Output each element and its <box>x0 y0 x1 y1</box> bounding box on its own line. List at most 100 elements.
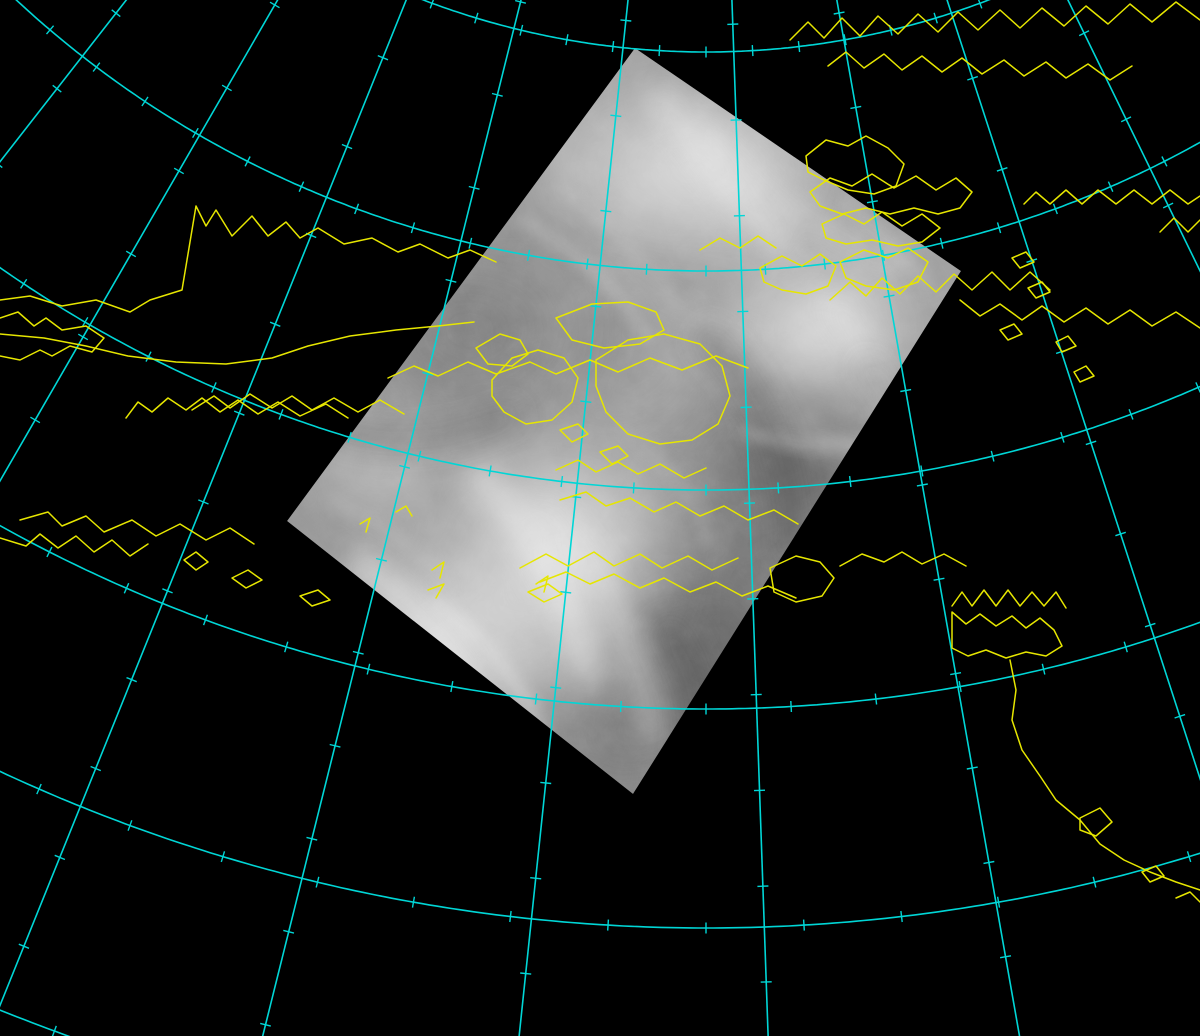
parallel-tick <box>410 222 416 234</box>
meridian-tick <box>1162 202 1174 209</box>
meridian-tick <box>18 943 30 949</box>
parallel-tick <box>46 546 53 558</box>
meridian-tick <box>560 591 572 594</box>
parallel-tick <box>220 851 226 863</box>
coast-mainland-inlet <box>555 459 707 479</box>
meridian-tick <box>580 400 592 403</box>
parallel-tick <box>1128 408 1134 420</box>
coast-inlet-chain <box>839 551 967 567</box>
parallel-tick <box>990 450 995 462</box>
coast-hudson-north <box>559 491 799 525</box>
coast-frag-f <box>359 517 371 533</box>
meridian-tick <box>515 0 527 4</box>
parallel-tick <box>278 408 284 420</box>
coast-alaska-north-slope <box>0 205 497 313</box>
meridian-tick <box>30 416 41 424</box>
parallel-tick <box>790 700 793 713</box>
meridian-tick <box>341 143 353 150</box>
parallel-tick <box>565 34 569 46</box>
coast-hudson-bay-arc <box>539 571 797 599</box>
meridian-tick <box>52 84 62 93</box>
meridian-tick <box>375 557 387 562</box>
coast-tiny-isl-h <box>999 323 1023 341</box>
meridian-tick <box>1078 30 1090 37</box>
coastline-vectors[interactable] <box>0 1 1200 903</box>
coast-boothia <box>759 253 837 295</box>
parallel-tick <box>284 641 289 653</box>
parallel-tick <box>1092 876 1097 888</box>
meridian-tick <box>590 305 602 308</box>
coast-mackenzie-delta <box>191 393 405 415</box>
meridian-tick <box>983 860 995 865</box>
meridian-tick <box>399 464 411 469</box>
parallel-tick <box>191 127 199 139</box>
meridian-tick <box>269 321 281 327</box>
parallel-tick <box>123 582 130 594</box>
coast-ellesmere-east <box>827 51 1133 81</box>
coast-tiny-isl-j <box>1073 365 1095 383</box>
parallel-tick <box>526 249 531 261</box>
meridian-tick <box>306 836 318 841</box>
coast-southampton-island <box>769 555 835 603</box>
parallel-tick <box>534 693 538 705</box>
parallel-tick <box>488 465 492 477</box>
parallel-tick <box>347 431 352 443</box>
coast-frag-c <box>535 575 549 593</box>
coast-mainland-north <box>387 355 749 379</box>
meridian-tick <box>126 676 137 683</box>
coast-small-isl-d <box>559 423 589 443</box>
coast-labrador-fragment <box>1175 891 1200 903</box>
meridian-tick <box>377 54 389 61</box>
coast-greenland-cape <box>1079 807 1113 837</box>
parallel-tick <box>900 910 903 923</box>
parallel-tick <box>1161 156 1168 167</box>
coast-greenland-se-body <box>951 611 1063 659</box>
coast-devon-island <box>805 135 905 195</box>
meridian-tick <box>530 877 542 880</box>
parallel-tick <box>474 12 479 24</box>
parallel-tick <box>848 476 852 488</box>
meridian-tick <box>491 92 503 97</box>
parallel-tick <box>797 41 801 53</box>
coast-small-island-a <box>183 551 209 571</box>
coast-melville-island <box>555 301 665 349</box>
coast-ellesmere-west <box>789 1 1200 41</box>
parallel-tick <box>519 24 524 36</box>
parallel-tick <box>658 45 661 57</box>
meridian-tick <box>520 972 532 975</box>
parallel-tick <box>36 783 42 795</box>
meridian-tick <box>1026 258 1038 263</box>
meridian-tick <box>883 294 895 298</box>
coast-islands-nw-chain <box>699 235 777 251</box>
parallel-tick <box>619 700 622 713</box>
coast-baffin-island-east <box>959 299 1200 329</box>
coast-greenland-west <box>1023 189 1200 205</box>
meridian-tick <box>233 410 245 416</box>
meridian-tick <box>540 781 552 785</box>
coast-tiny-isl-i <box>1055 335 1077 353</box>
parallel-tick <box>933 12 938 24</box>
parallel-tick <box>645 263 648 275</box>
parallel-tick <box>429 0 435 9</box>
parallel-tick <box>298 181 305 192</box>
parallel-tick <box>354 203 360 215</box>
parallel-tick <box>920 465 924 477</box>
parallel-tick <box>843 34 847 46</box>
meridian-tick <box>916 483 928 487</box>
parallel-tick <box>802 919 805 931</box>
parallel-tick <box>411 896 416 908</box>
parallel-tick <box>509 910 512 923</box>
coast-tiny-isl-f <box>1011 251 1035 269</box>
parallel-tick <box>81 316 89 328</box>
meridian-tick <box>967 75 979 81</box>
coast-banks-island <box>491 349 579 425</box>
parallel-tick <box>211 382 217 393</box>
parallel-tick <box>958 680 962 693</box>
parallel-tick <box>450 680 454 693</box>
coast-greenland-small-isl <box>1141 865 1165 883</box>
meridian-tick <box>260 1022 271 1027</box>
parallel-tick <box>874 693 878 705</box>
